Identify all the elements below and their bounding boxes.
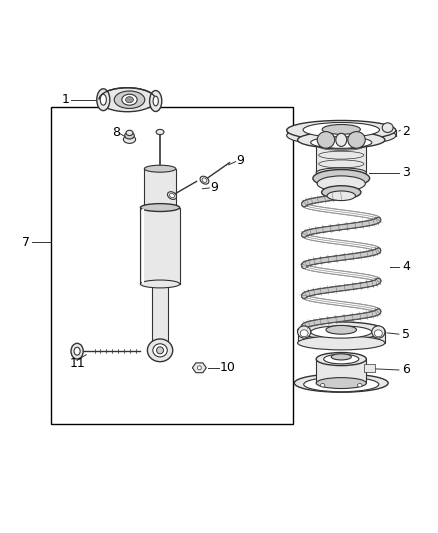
Ellipse shape xyxy=(153,344,167,357)
Text: 5: 5 xyxy=(402,328,410,341)
Ellipse shape xyxy=(357,384,362,387)
Bar xyxy=(152,284,168,343)
Ellipse shape xyxy=(141,280,180,288)
Ellipse shape xyxy=(313,169,370,187)
Bar xyxy=(316,359,366,383)
Ellipse shape xyxy=(156,130,164,135)
Ellipse shape xyxy=(297,336,385,350)
Text: 2: 2 xyxy=(402,125,410,138)
Ellipse shape xyxy=(317,176,365,191)
Ellipse shape xyxy=(100,94,106,105)
Text: 10: 10 xyxy=(220,361,236,374)
Ellipse shape xyxy=(311,326,372,338)
Ellipse shape xyxy=(300,330,308,337)
Bar xyxy=(141,207,180,284)
Ellipse shape xyxy=(304,377,379,392)
Ellipse shape xyxy=(294,374,388,392)
Ellipse shape xyxy=(374,330,382,337)
Ellipse shape xyxy=(141,204,180,212)
Bar xyxy=(145,169,176,207)
Ellipse shape xyxy=(348,132,365,148)
Text: 7: 7 xyxy=(22,236,30,249)
Text: 3: 3 xyxy=(402,166,410,179)
Ellipse shape xyxy=(326,326,357,334)
Ellipse shape xyxy=(316,377,366,389)
Ellipse shape xyxy=(324,354,359,364)
Text: 6: 6 xyxy=(402,364,410,376)
Ellipse shape xyxy=(150,91,162,111)
Ellipse shape xyxy=(287,120,396,140)
Ellipse shape xyxy=(372,326,385,338)
Ellipse shape xyxy=(200,176,209,184)
Text: 9: 9 xyxy=(236,155,244,167)
Ellipse shape xyxy=(114,91,145,108)
Text: 9: 9 xyxy=(210,181,218,193)
Bar xyxy=(316,144,366,173)
Ellipse shape xyxy=(287,126,396,146)
Ellipse shape xyxy=(122,94,137,105)
Ellipse shape xyxy=(316,140,366,149)
Ellipse shape xyxy=(74,348,80,355)
Text: 1: 1 xyxy=(61,93,69,106)
Polygon shape xyxy=(192,363,206,373)
Ellipse shape xyxy=(336,133,347,147)
Ellipse shape xyxy=(327,191,356,200)
Ellipse shape xyxy=(331,354,351,360)
Ellipse shape xyxy=(153,96,158,106)
Ellipse shape xyxy=(321,185,361,199)
Ellipse shape xyxy=(321,384,325,387)
Ellipse shape xyxy=(71,343,83,359)
Ellipse shape xyxy=(126,130,133,135)
Bar xyxy=(364,364,375,372)
Ellipse shape xyxy=(156,347,163,354)
Ellipse shape xyxy=(145,165,176,172)
Ellipse shape xyxy=(303,123,379,137)
Text: 4: 4 xyxy=(402,260,410,273)
Ellipse shape xyxy=(297,132,385,148)
Ellipse shape xyxy=(145,204,176,211)
Ellipse shape xyxy=(297,322,385,340)
Ellipse shape xyxy=(125,132,134,139)
Text: 8: 8 xyxy=(113,126,120,139)
Ellipse shape xyxy=(126,96,134,103)
Ellipse shape xyxy=(97,89,110,111)
Ellipse shape xyxy=(311,136,372,148)
Bar xyxy=(51,107,293,424)
Bar xyxy=(297,330,385,343)
Ellipse shape xyxy=(382,123,393,133)
Text: 11: 11 xyxy=(69,357,85,370)
Ellipse shape xyxy=(124,135,136,143)
Ellipse shape xyxy=(99,88,155,112)
Ellipse shape xyxy=(167,192,177,199)
Ellipse shape xyxy=(170,193,174,198)
Ellipse shape xyxy=(317,132,335,148)
Ellipse shape xyxy=(202,178,207,182)
Ellipse shape xyxy=(297,326,311,338)
Ellipse shape xyxy=(148,339,173,362)
Ellipse shape xyxy=(198,366,201,370)
Ellipse shape xyxy=(316,352,366,366)
Ellipse shape xyxy=(316,168,366,177)
Ellipse shape xyxy=(322,125,360,134)
